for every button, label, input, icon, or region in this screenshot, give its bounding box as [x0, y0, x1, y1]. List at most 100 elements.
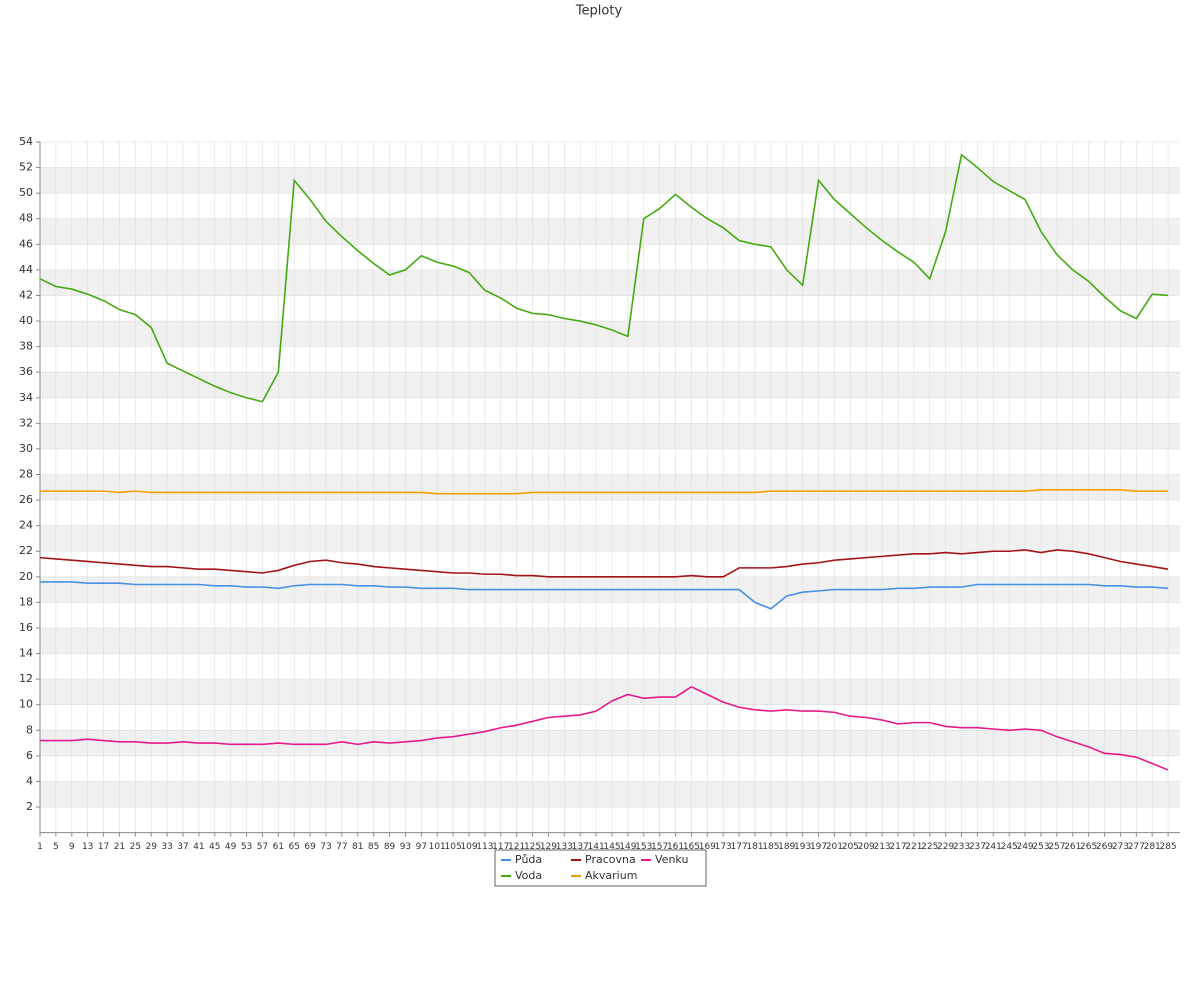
y-tick-label: 36 — [19, 365, 33, 378]
legend-label: Pracovna — [585, 853, 636, 866]
x-tick-label: 45 — [209, 842, 220, 852]
y-tick-label: 24 — [19, 519, 33, 532]
x-tick-label: 213 — [873, 842, 890, 852]
x-tick-label: 37 — [177, 842, 188, 852]
y-tick-label: 50 — [19, 186, 33, 199]
y-tick-label: 4 — [26, 774, 33, 787]
x-tick-label: 25 — [130, 842, 141, 852]
y-tick-label: 44 — [19, 263, 33, 276]
x-tick-label: 61 — [273, 842, 284, 852]
x-tick-label: 253 — [1032, 842, 1049, 852]
y-tick-label: 52 — [19, 161, 33, 174]
grid-band — [40, 423, 1180, 449]
y-tick-label: 34 — [19, 391, 33, 404]
grid-band — [40, 525, 1180, 552]
x-tick-label: 93 — [400, 842, 411, 852]
x-tick-label: 129 — [540, 842, 557, 852]
x-tick-label: 109 — [460, 842, 477, 852]
y-tick-label: 46 — [19, 237, 33, 250]
y-tick-label: 18 — [19, 595, 33, 608]
x-tick-label: 157 — [651, 842, 668, 852]
grid-band — [40, 679, 1180, 705]
x-tick-label: 217 — [889, 842, 906, 852]
x-tick-label: 125 — [524, 842, 541, 852]
x-tick-label: 173 — [715, 842, 732, 852]
x-tick-label: 1 — [37, 842, 43, 852]
y-tick-label: 12 — [19, 672, 33, 685]
x-tick-label: 241 — [985, 842, 1002, 852]
y-tick-label: 22 — [19, 544, 33, 557]
x-tick-label: 201 — [826, 842, 843, 852]
x-tick-label: 85 — [368, 842, 379, 852]
x-tick-label: 97 — [416, 842, 427, 852]
x-tick-label: 261 — [1064, 842, 1081, 852]
x-tick-label: 69 — [304, 842, 316, 852]
y-tick-label: 54 — [19, 135, 33, 148]
x-tick-label: 265 — [1080, 842, 1097, 852]
y-tick-label: 14 — [19, 647, 33, 660]
x-tick-label: 41 — [193, 842, 204, 852]
grid-band — [40, 269, 1180, 296]
legend-label: Venku — [655, 853, 688, 866]
x-tick-label: 197 — [810, 842, 827, 852]
x-tick-label: 105 — [445, 842, 462, 852]
y-tick-label: 10 — [19, 698, 33, 711]
y-tick-label: 6 — [26, 749, 33, 762]
y-tick-label: 42 — [19, 288, 33, 301]
x-tick-label: 137 — [572, 842, 589, 852]
legend-label: Půda — [515, 853, 542, 866]
x-tick-label: 165 — [683, 842, 700, 852]
y-tick-label: 16 — [19, 621, 33, 634]
y-tick-label: 38 — [19, 340, 33, 353]
x-tick-label: 285 — [1159, 842, 1176, 852]
x-tick-label: 193 — [794, 842, 811, 852]
series-line — [40, 489, 1169, 495]
x-tick-label: 257 — [1048, 842, 1065, 852]
y-tick-label: 26 — [19, 493, 33, 506]
x-tick-label: 81 — [352, 842, 363, 852]
x-tick-label: 177 — [731, 842, 748, 852]
x-tick-label: 185 — [762, 842, 779, 852]
y-tick-label: 48 — [19, 212, 33, 225]
x-tick-label: 117 — [492, 842, 509, 852]
y-tick-label: 40 — [19, 314, 33, 327]
x-tick-label: 249 — [1016, 842, 1033, 852]
x-tick-label: 233 — [953, 842, 970, 852]
x-tick-label: 65 — [288, 842, 299, 852]
series-line — [39, 549, 1169, 578]
x-tick-label: 181 — [746, 842, 763, 852]
x-tick-label: 57 — [257, 842, 268, 852]
x-tick-label: 145 — [603, 842, 620, 852]
x-tick-label: 161 — [667, 842, 684, 852]
grid-band — [40, 627, 1180, 654]
x-tick-label: 101 — [429, 842, 446, 852]
grid-band — [40, 372, 1180, 398]
y-tick-label: 2 — [26, 800, 33, 813]
x-tick-label: 77 — [336, 842, 347, 852]
x-tick-label: 205 — [842, 842, 859, 852]
x-tick-label: 269 — [1096, 842, 1113, 852]
x-tick-label: 225 — [921, 842, 938, 852]
x-tick-label: 73 — [320, 842, 331, 852]
x-tick-label: 189 — [778, 842, 795, 852]
x-tick-label: 113 — [476, 842, 493, 852]
x-tick-label: 281 — [1144, 842, 1161, 852]
x-tick-label: 277 — [1128, 842, 1145, 852]
series-line — [40, 581, 1169, 610]
legend-label: Voda — [515, 869, 542, 882]
grid-band — [40, 167, 1180, 194]
x-tick-label: 9 — [69, 842, 75, 852]
x-tick-label: 33 — [161, 842, 172, 852]
x-tick-label: 209 — [858, 842, 875, 852]
x-tick-label: 53 — [241, 842, 252, 852]
x-tick-label: 89 — [384, 842, 396, 852]
y-tick-label: 8 — [26, 723, 33, 736]
x-tick-label: 149 — [619, 842, 636, 852]
grid-band — [40, 218, 1180, 245]
x-tick-label: 121 — [508, 842, 525, 852]
x-tick-label: 17 — [98, 842, 109, 852]
x-tick-label: 237 — [969, 842, 986, 852]
grid-band — [40, 781, 1180, 808]
